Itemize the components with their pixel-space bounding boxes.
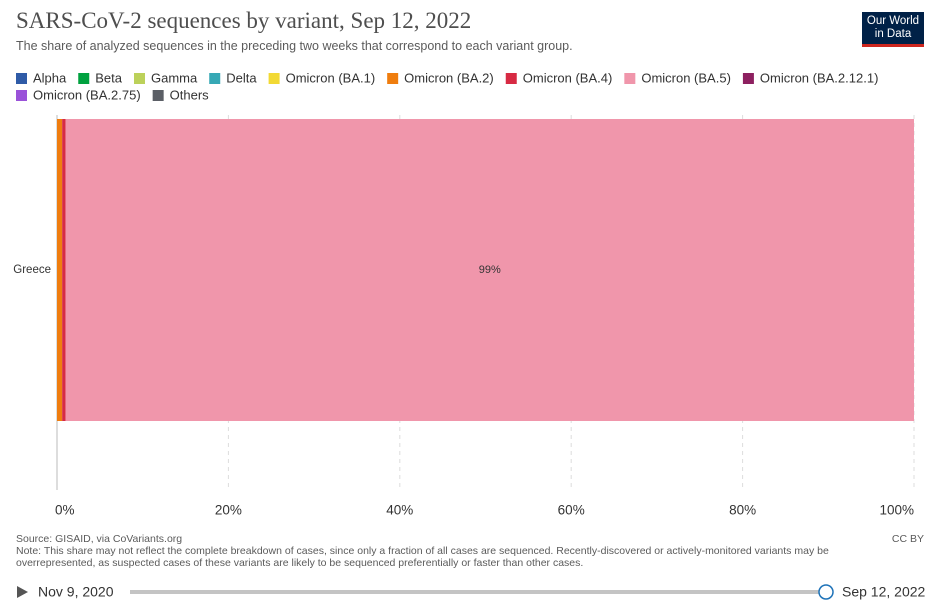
logo[interactable]: Our World in Data (862, 12, 924, 47)
bar-segment[interactable] (65, 119, 914, 421)
legend-label[interactable]: Omicron (BA.5) (641, 70, 731, 85)
x-tick-label: 60% (558, 503, 585, 518)
legend-swatch[interactable] (742, 73, 754, 84)
legend-label[interactable]: Omicron (BA.1) (286, 70, 376, 85)
legend-swatch[interactable] (78, 73, 90, 84)
license[interactable]: CC BY (891, 533, 924, 545)
legend-label[interactable]: Omicron (BA.2.75) (33, 87, 141, 102)
legend-swatch[interactable] (505, 73, 517, 84)
legend-label[interactable]: Omicron (BA.2) (404, 70, 494, 85)
legend-label[interactable]: Gamma (151, 70, 198, 85)
legend-swatch[interactable] (134, 73, 145, 84)
legend-swatch[interactable] (16, 73, 27, 84)
legend-swatch[interactable] (387, 73, 399, 84)
x-tick-label: 80% (729, 503, 756, 518)
legend-swatch[interactable] (209, 73, 221, 84)
legend-swatch[interactable] (624, 73, 636, 84)
timeline-handle[interactable] (818, 584, 834, 600)
bar-segment[interactable] (57, 119, 63, 421)
x-tick-label: 40% (386, 503, 413, 518)
bar-segment[interactable] (62, 119, 66, 421)
legend-swatch[interactable] (152, 90, 164, 101)
x-tick-label: 0% (55, 503, 75, 518)
source: Source: GISAID, via CoVariants.org (16, 533, 183, 545)
legend-label[interactable]: Omicron (BA.2.12.1) (760, 70, 879, 85)
legend-label[interactable]: Delta (226, 70, 257, 85)
legend-label[interactable]: Others (170, 87, 210, 102)
x-tick-label: 20% (215, 503, 242, 518)
legend-label[interactable]: Alpha (33, 70, 67, 85)
legend-swatch[interactable] (268, 73, 280, 84)
chart-subtitle: The share of analyzed sequences in the p… (16, 39, 573, 53)
legend-label[interactable]: Beta (95, 70, 123, 85)
data-label: 99% (479, 264, 501, 276)
legend-label[interactable]: Omicron (BA.4) (523, 70, 613, 85)
logo-line: in Data (874, 28, 912, 40)
logo-line: Our World (866, 15, 920, 27)
play-button[interactable] (17, 586, 28, 598)
legend-swatch[interactable] (16, 90, 27, 101)
y-tick-label: Greece (13, 264, 51, 276)
chart-title: SARS-CoV-2 sequences by variant, Sep 12,… (16, 8, 472, 33)
timeline-start: Nov 9, 2020 (38, 584, 114, 600)
x-tick-label: 100% (879, 503, 914, 518)
timeline-end: Sep 12, 2022 (842, 584, 926, 600)
note: Note: This share may not reflect the com… (16, 545, 829, 569)
